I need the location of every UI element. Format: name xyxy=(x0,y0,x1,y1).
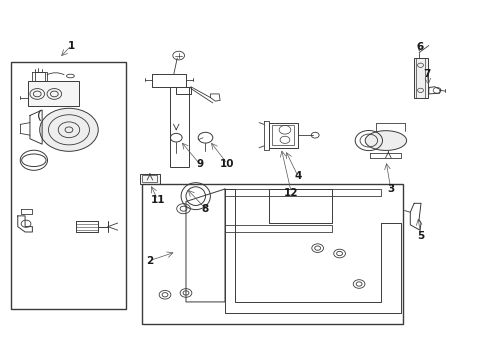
Circle shape xyxy=(40,108,98,151)
Text: 1: 1 xyxy=(68,41,75,50)
Text: 9: 9 xyxy=(196,159,203,169)
Text: 10: 10 xyxy=(220,159,234,169)
Text: 11: 11 xyxy=(150,195,164,205)
Text: 6: 6 xyxy=(416,42,423,52)
Bar xyxy=(142,184,402,324)
Ellipse shape xyxy=(365,131,406,150)
Bar xyxy=(170,87,188,167)
Bar xyxy=(142,175,157,182)
Text: 2: 2 xyxy=(145,256,153,266)
Text: 5: 5 xyxy=(417,231,424,240)
Bar xyxy=(140,174,159,184)
Text: 12: 12 xyxy=(284,188,298,198)
Bar xyxy=(272,126,294,145)
Text: 3: 3 xyxy=(386,184,394,194)
Bar xyxy=(11,62,126,309)
Text: 8: 8 xyxy=(202,204,209,214)
Bar xyxy=(27,81,79,107)
Bar xyxy=(413,58,427,98)
Text: 4: 4 xyxy=(294,171,301,181)
Text: 7: 7 xyxy=(423,69,430,79)
